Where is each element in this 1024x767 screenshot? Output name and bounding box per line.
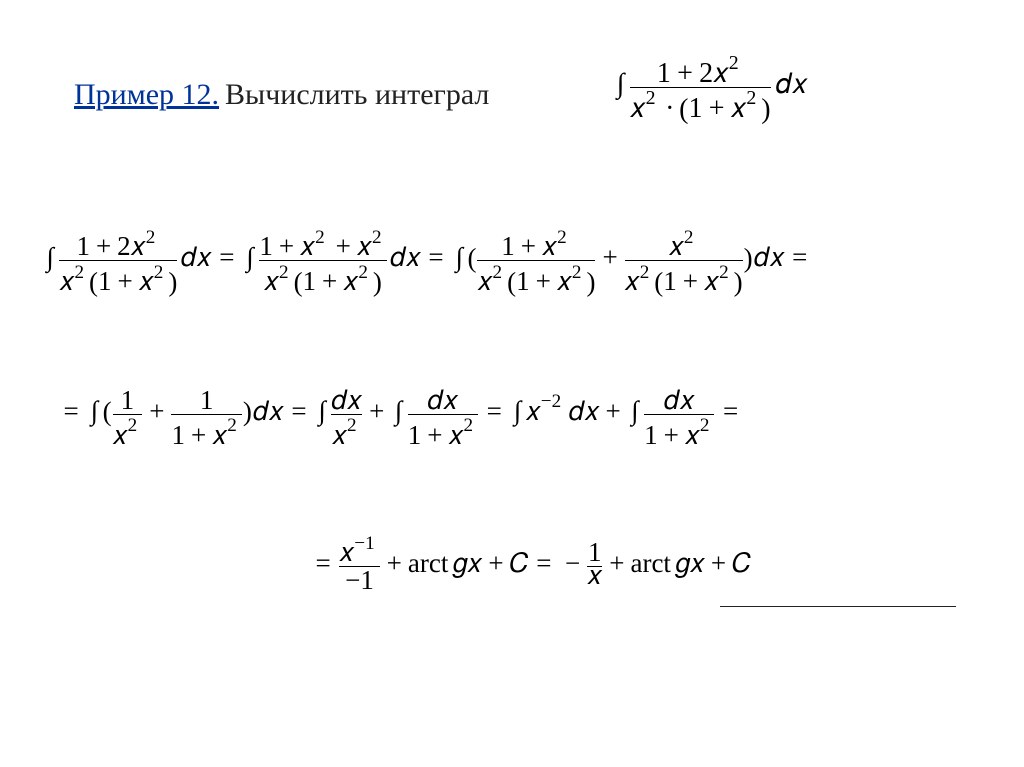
- answer-underline: [720, 606, 956, 607]
- heading-row: Пример 12. Вычислить интеграл: [74, 78, 1004, 112]
- math-line-1: ∫ 1+2x2 x2 (1+x2) dx = ∫ 1+x2+x2 x2 (1+x…: [42, 230, 815, 297]
- heading-text: Вычислить интеграл: [225, 78, 489, 112]
- math-line-2: = ∫ ( 1x2 + 11+x2 ) dx = ∫ dxx2 + ∫ dx: [56, 390, 746, 444]
- slide-page: Пример 12. Вычислить интеграл ∫ 1+2x2 x2…: [0, 0, 1024, 767]
- math-line-3: = x−1 −1 + arctgx +C = − 1x + arctgx +C: [308, 536, 751, 589]
- header-integral: ∫ 1+2x2 x2· (1+x2) dx: [612, 56, 808, 124]
- example-label: Пример 12.: [74, 78, 219, 112]
